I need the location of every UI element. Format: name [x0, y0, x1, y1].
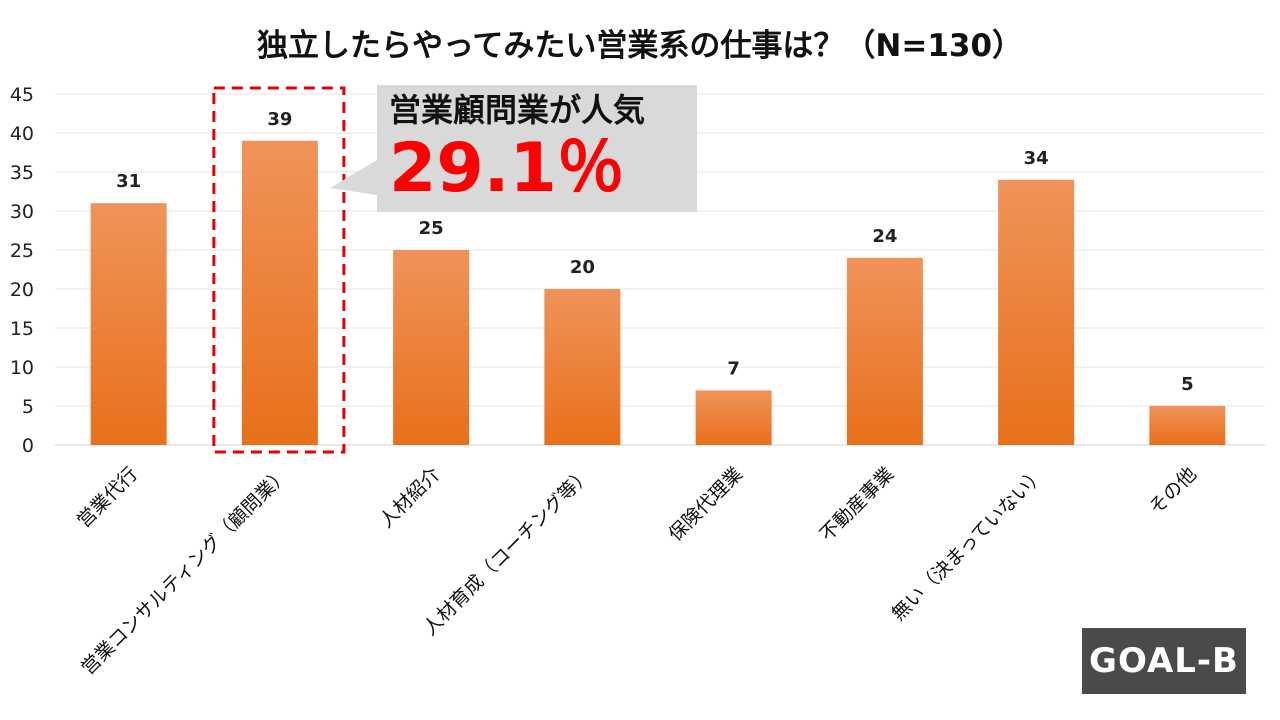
y-tick-label: 45 — [10, 84, 34, 106]
bar — [393, 250, 470, 445]
goal-b-logo: GOAL-B — [1082, 628, 1246, 694]
bar — [241, 140, 318, 446]
category-label: 営業代行 — [73, 463, 142, 532]
y-tick-label: 0 — [22, 435, 34, 457]
data-label: 20 — [570, 257, 595, 278]
data-label: 7 — [727, 358, 740, 379]
y-tick-label: 30 — [10, 201, 34, 223]
callout-percentage: 29.1％ — [389, 129, 625, 208]
data-labels: 31 39 25 20 7 24 34 5 — [116, 109, 1194, 395]
data-label: 25 — [419, 218, 444, 239]
y-tick-label: 15 — [10, 318, 34, 340]
y-tick-label: 5 — [22, 396, 34, 418]
category-label: 不動産事業 — [816, 463, 899, 546]
bar — [846, 257, 923, 445]
y-tick-label: 40 — [10, 123, 34, 145]
y-tick-label: 20 — [10, 279, 34, 301]
y-tick-label: 35 — [10, 162, 34, 184]
category-label: その他 — [1145, 463, 1201, 519]
bar — [998, 179, 1075, 446]
bars — [90, 140, 1226, 446]
bar — [1149, 406, 1226, 445]
category-label: 人材紹介 — [375, 463, 444, 532]
category-label: 人材育成（コーチング等） — [419, 463, 596, 640]
bar — [544, 289, 621, 445]
highlight-dashed-box — [212, 86, 346, 454]
data-label: 24 — [872, 226, 897, 247]
callout-pointer — [330, 160, 377, 195]
y-tick-label: 25 — [10, 240, 34, 262]
data-label: 5 — [1181, 374, 1194, 395]
chart-title: 独立したらやってみたい営業系の仕事は？（N=130） — [256, 28, 1024, 64]
callout-box: 営業顧問業が人気 29.1％ — [377, 85, 697, 212]
data-label: 34 — [1024, 148, 1049, 169]
category-label: 無い（決まっていない） — [888, 463, 1050, 625]
bar — [90, 203, 167, 445]
bar — [695, 390, 772, 445]
callout-heading: 営業顧問業が人気 — [389, 91, 646, 129]
category-label: 保険代理業 — [664, 463, 747, 546]
y-axis-ticks: 0 5 10 15 20 25 30 35 40 45 — [10, 84, 34, 457]
y-tick-label: 10 — [10, 357, 34, 379]
data-label: 39 — [267, 109, 292, 130]
data-label: 31 — [116, 171, 141, 192]
highlight-box — [212, 86, 377, 454]
